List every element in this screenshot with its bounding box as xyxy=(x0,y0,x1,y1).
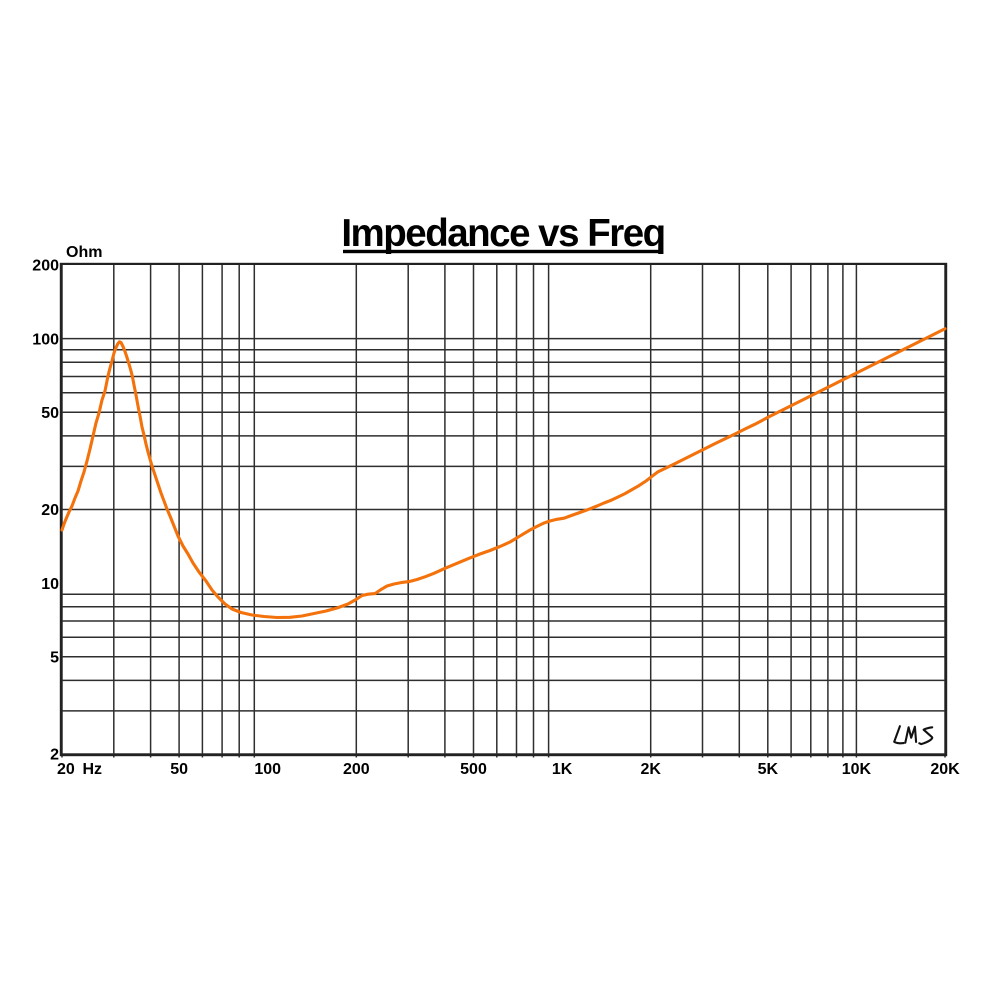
svg-text:Impedance vs Freq: Impedance vs Freq xyxy=(341,212,664,255)
svg-text:5K: 5K xyxy=(758,761,779,778)
svg-text:200: 200 xyxy=(32,258,59,275)
svg-text:20 Hz: 20 Hz xyxy=(57,761,102,778)
svg-text:1K: 1K xyxy=(552,761,573,778)
svg-text:10K: 10K xyxy=(842,761,872,778)
svg-text:5: 5 xyxy=(50,649,59,666)
svg-text:Ohm: Ohm xyxy=(66,244,102,261)
svg-text:20: 20 xyxy=(41,502,59,519)
svg-text:2: 2 xyxy=(50,747,59,764)
svg-text:50: 50 xyxy=(170,761,188,778)
svg-text:100: 100 xyxy=(32,331,59,348)
svg-text:100: 100 xyxy=(254,761,281,778)
svg-text:2K: 2K xyxy=(640,761,661,778)
svg-text:50: 50 xyxy=(41,405,59,422)
svg-text:20K: 20K xyxy=(930,761,960,778)
svg-text:200: 200 xyxy=(343,761,370,778)
svg-text:10: 10 xyxy=(41,576,59,593)
svg-text:500: 500 xyxy=(460,761,487,778)
